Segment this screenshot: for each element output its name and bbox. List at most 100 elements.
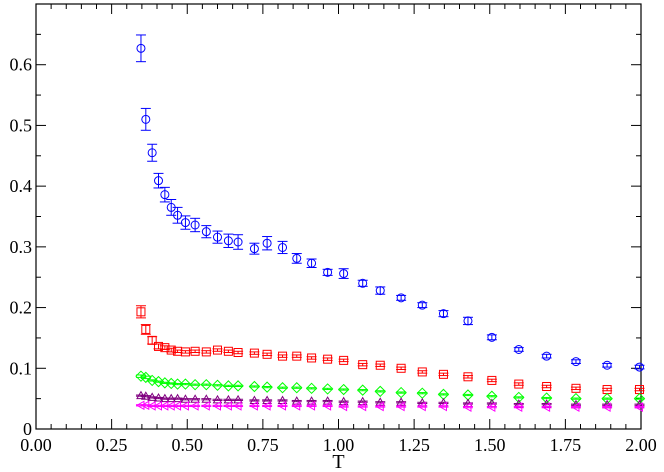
data-point (201, 227, 211, 237)
data-point (571, 357, 581, 367)
data-point (277, 401, 287, 411)
data-point (154, 176, 164, 186)
data-point (375, 360, 385, 370)
data-point (278, 351, 288, 361)
y-tick-label: 0.6 (10, 55, 33, 75)
data-point (338, 401, 348, 412)
data-point (212, 394, 223, 404)
data-point (513, 391, 525, 404)
data-point (323, 267, 333, 277)
series-layer (135, 34, 646, 413)
data-point (249, 348, 259, 358)
data-point (249, 244, 259, 254)
data-point (358, 278, 368, 288)
data-point (140, 371, 152, 384)
data-point (223, 236, 233, 246)
data-point (463, 316, 473, 326)
data-point (291, 401, 301, 411)
data-point (223, 346, 233, 356)
data-point (211, 379, 224, 391)
data-point (223, 401, 232, 411)
data-point (249, 401, 258, 411)
x-axis-label: T (332, 451, 344, 472)
data-point (222, 380, 235, 392)
data-point (417, 300, 427, 310)
data-point (542, 351, 552, 361)
data-point (146, 374, 158, 387)
data-point (438, 401, 447, 412)
y-tick-label: 0.2 (10, 298, 33, 318)
series-2 (135, 305, 645, 395)
data-point (307, 258, 317, 268)
data-point (141, 324, 151, 334)
data-point (375, 401, 384, 412)
x-tick-label: 0.50 (172, 435, 204, 455)
axis-ticks: 0.00 0.25 0.50 0.75 1.00 1.25 1.50 1.75 2.00 0 0.1… (10, 4, 657, 455)
data-point (213, 232, 222, 242)
data-point (147, 335, 157, 345)
data-point (180, 394, 191, 403)
data-point (321, 383, 334, 395)
data-point (147, 148, 157, 158)
data-point (602, 360, 612, 370)
x-tick-label: 0.75 (247, 435, 279, 455)
data-point (513, 402, 523, 413)
data-point (323, 354, 333, 364)
data-point (160, 190, 170, 200)
data-point (278, 242, 288, 252)
data-point (356, 384, 369, 396)
data-point (634, 402, 643, 413)
data-point (190, 346, 200, 356)
data-point (291, 382, 303, 394)
y-tick-label: 0.5 (10, 115, 33, 135)
x-tick-label: 1.75 (550, 435, 582, 455)
data-point (201, 394, 212, 403)
y-tick-label: 0 (23, 419, 32, 439)
data-point (396, 401, 405, 412)
data-point (339, 269, 349, 279)
data-point (262, 401, 271, 411)
x-tick-label: 0.00 (20, 435, 52, 455)
data-point (487, 332, 497, 342)
series-3 (135, 370, 646, 405)
data-point (136, 307, 146, 317)
data-point (337, 383, 350, 396)
data-point (233, 401, 242, 411)
data-point (541, 402, 551, 413)
data-point (180, 218, 190, 228)
data-point (140, 391, 151, 400)
data-point (179, 378, 192, 390)
data-point (276, 382, 289, 394)
data-point (514, 344, 524, 354)
data-point (375, 286, 385, 296)
data-point (487, 375, 497, 385)
data-point (463, 372, 473, 382)
data-point (322, 401, 332, 411)
data-point (634, 362, 644, 372)
data-point (357, 401, 367, 412)
data-point (396, 363, 406, 373)
data-point (233, 348, 243, 357)
y-tick-label: 0.1 (10, 358, 33, 378)
data-point (232, 380, 244, 392)
x-tick-label: 1.00 (323, 435, 355, 455)
data-point (233, 394, 243, 404)
data-point (570, 402, 580, 413)
data-point (438, 369, 448, 379)
data-point (261, 381, 273, 393)
data-point (571, 383, 581, 393)
data-point (417, 367, 427, 377)
data-point (292, 351, 302, 361)
data-point (180, 347, 190, 357)
data-point (180, 401, 189, 411)
data-point (136, 43, 146, 53)
series-5 (135, 400, 645, 413)
data-point (190, 401, 199, 411)
data-point (292, 253, 302, 263)
data-point (486, 402, 496, 413)
x-tick-label: 2.00 (625, 435, 657, 455)
data-point (135, 400, 145, 411)
data-point (486, 390, 498, 402)
data-point (462, 402, 472, 413)
